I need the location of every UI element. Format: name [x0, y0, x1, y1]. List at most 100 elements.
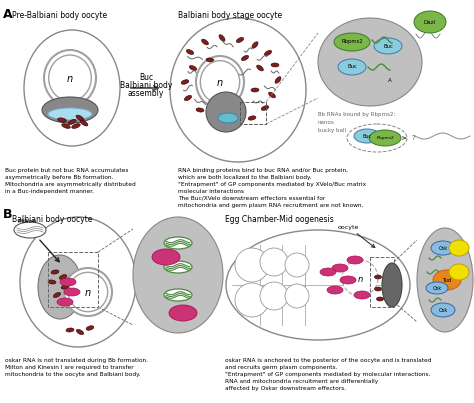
- Ellipse shape: [320, 268, 336, 276]
- Ellipse shape: [248, 116, 256, 120]
- Ellipse shape: [227, 109, 233, 115]
- Bar: [48, 252, 98, 307]
- Text: A: A: [3, 8, 13, 21]
- Text: Buc protein but not buc RNA accumulates
asymmetrically before Bb formation.
Mito: Buc protein but not buc RNA accumulates …: [5, 168, 136, 194]
- Ellipse shape: [426, 282, 448, 294]
- Ellipse shape: [264, 50, 272, 56]
- Ellipse shape: [369, 130, 401, 146]
- Ellipse shape: [189, 66, 197, 71]
- Text: n: n: [67, 74, 73, 84]
- Ellipse shape: [201, 39, 209, 45]
- Ellipse shape: [342, 260, 378, 296]
- Circle shape: [260, 282, 288, 310]
- Ellipse shape: [338, 59, 366, 75]
- Text: Osk: Osk: [438, 307, 447, 312]
- Ellipse shape: [76, 329, 83, 334]
- Circle shape: [285, 284, 309, 308]
- Circle shape: [260, 248, 288, 276]
- Ellipse shape: [66, 328, 74, 332]
- Ellipse shape: [80, 120, 88, 126]
- Text: Buc: Buc: [363, 133, 372, 139]
- Ellipse shape: [133, 217, 223, 333]
- Ellipse shape: [196, 56, 244, 108]
- Ellipse shape: [164, 237, 192, 249]
- Ellipse shape: [327, 286, 343, 294]
- Ellipse shape: [170, 18, 306, 162]
- Ellipse shape: [275, 77, 281, 83]
- Ellipse shape: [42, 97, 98, 123]
- Text: nanos: nanos: [318, 120, 335, 125]
- Text: Milton: Milton: [17, 219, 36, 224]
- Text: B: B: [3, 208, 12, 221]
- Ellipse shape: [237, 37, 244, 43]
- Text: Osk: Osk: [438, 245, 447, 251]
- Ellipse shape: [68, 272, 108, 312]
- Ellipse shape: [252, 42, 258, 48]
- Text: RNA binding proteins bind to buc RNA and/or Buc protein,
which are both localize: RNA binding proteins bind to buc RNA and…: [178, 168, 366, 208]
- Ellipse shape: [152, 249, 180, 265]
- Text: bucky ball: bucky ball: [318, 128, 346, 133]
- Text: Bb RNAs bound by Rbpms2:: Bb RNAs bound by Rbpms2:: [318, 112, 395, 117]
- Ellipse shape: [449, 240, 469, 256]
- Ellipse shape: [251, 88, 259, 92]
- Text: Rbpms2: Rbpms2: [376, 136, 394, 140]
- Ellipse shape: [354, 129, 380, 143]
- Text: Pre-Balbiani body oocyte: Pre-Balbiani body oocyte: [12, 11, 107, 20]
- Text: A: A: [388, 77, 392, 83]
- Text: Egg Chamber-Mid oogenesis: Egg Chamber-Mid oogenesis: [225, 215, 334, 224]
- Ellipse shape: [186, 50, 194, 54]
- Text: assembly: assembly: [128, 89, 164, 98]
- Text: Dazl: Dazl: [424, 19, 436, 25]
- Ellipse shape: [433, 270, 461, 290]
- Ellipse shape: [256, 65, 264, 71]
- Text: ?: ?: [411, 135, 415, 141]
- Ellipse shape: [64, 268, 112, 316]
- Ellipse shape: [271, 63, 279, 67]
- Ellipse shape: [206, 92, 246, 132]
- Text: Osk: Osk: [432, 285, 442, 291]
- Text: Tud: Tud: [442, 278, 452, 283]
- Text: oskar RNA is not translated during Bb formation.
Milton and Kinesin I are requir: oskar RNA is not translated during Bb fo…: [5, 358, 148, 377]
- Ellipse shape: [347, 256, 363, 264]
- Ellipse shape: [340, 276, 356, 284]
- Text: Balbiani body oocyte: Balbiani body oocyte: [12, 215, 92, 224]
- Ellipse shape: [417, 228, 473, 332]
- Ellipse shape: [201, 61, 240, 103]
- Ellipse shape: [51, 270, 59, 274]
- Ellipse shape: [164, 289, 192, 301]
- Ellipse shape: [449, 264, 469, 280]
- Text: Balbiani body stage oocyte: Balbiani body stage oocyte: [178, 11, 282, 20]
- Ellipse shape: [261, 106, 269, 110]
- Ellipse shape: [374, 287, 382, 291]
- Text: oskar RNA is anchored to the posterior of the oocyte and is translated
and recru: oskar RNA is anchored to the posterior o…: [225, 358, 431, 391]
- Text: n: n: [357, 276, 363, 285]
- Ellipse shape: [53, 293, 61, 297]
- Ellipse shape: [72, 124, 80, 129]
- Ellipse shape: [49, 55, 91, 101]
- Ellipse shape: [218, 113, 238, 123]
- Ellipse shape: [76, 115, 84, 121]
- Bar: [240, 102, 266, 124]
- Ellipse shape: [68, 119, 76, 125]
- Ellipse shape: [48, 280, 56, 284]
- Ellipse shape: [196, 108, 204, 112]
- Ellipse shape: [48, 108, 92, 120]
- Ellipse shape: [14, 222, 46, 238]
- Circle shape: [285, 253, 309, 277]
- Ellipse shape: [57, 298, 73, 306]
- Ellipse shape: [226, 230, 410, 340]
- Text: Buc: Buc: [347, 64, 357, 69]
- Ellipse shape: [232, 119, 238, 125]
- Bar: [370, 257, 394, 307]
- Ellipse shape: [59, 274, 67, 279]
- Ellipse shape: [214, 116, 222, 120]
- Ellipse shape: [318, 18, 422, 106]
- Ellipse shape: [24, 30, 120, 146]
- Ellipse shape: [164, 261, 192, 273]
- Ellipse shape: [184, 96, 191, 101]
- Ellipse shape: [64, 288, 80, 296]
- Ellipse shape: [376, 297, 383, 301]
- Ellipse shape: [374, 275, 382, 279]
- Ellipse shape: [60, 278, 76, 286]
- Ellipse shape: [62, 124, 70, 129]
